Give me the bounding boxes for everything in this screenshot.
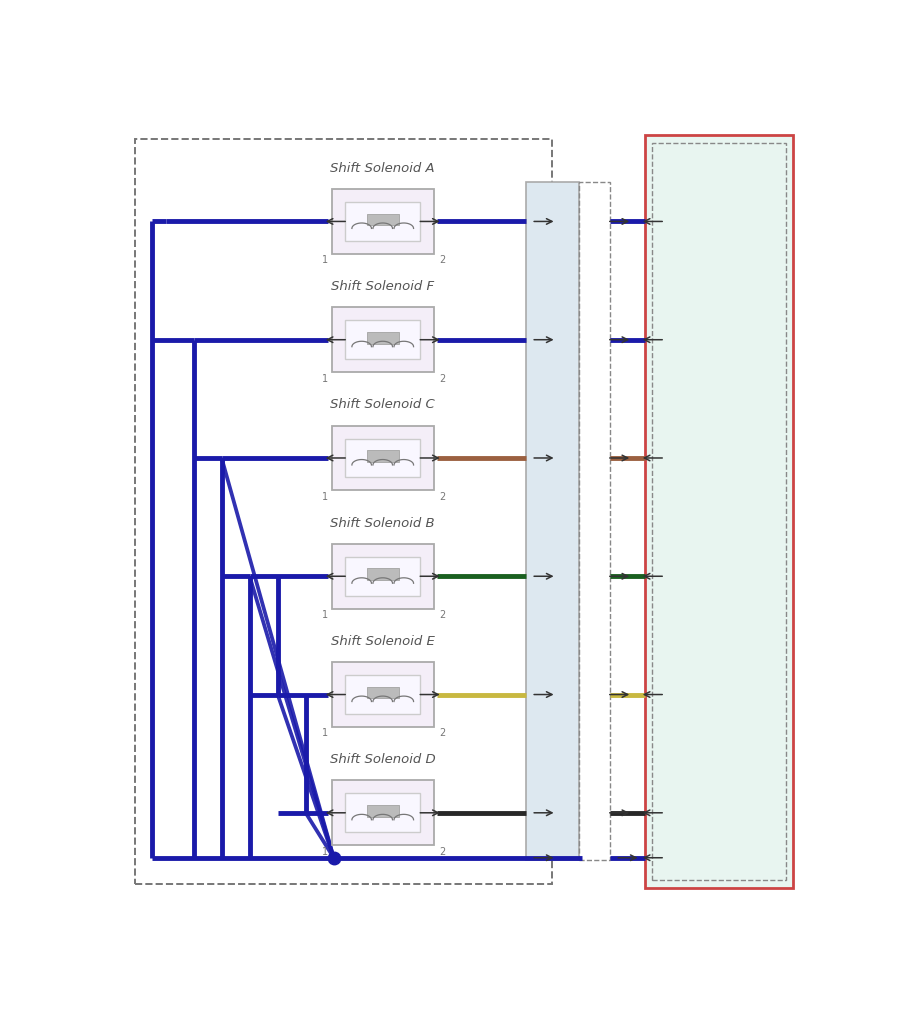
- Bar: [367, 451, 398, 462]
- Text: 1: 1: [321, 728, 328, 738]
- Text: 2: 2: [438, 255, 444, 265]
- Bar: [367, 332, 398, 344]
- Text: 1: 1: [321, 847, 328, 857]
- Bar: [345, 557, 420, 596]
- Bar: [367, 687, 398, 698]
- Bar: [652, 142, 785, 880]
- Text: Shift Solenoid F: Shift Solenoid F: [330, 281, 433, 293]
- Text: Shift Solenoid D: Shift Solenoid D: [330, 754, 435, 766]
- Bar: [345, 321, 420, 359]
- Bar: [345, 202, 420, 241]
- Text: Shift Solenoid C: Shift Solenoid C: [330, 398, 434, 412]
- Text: 1: 1: [321, 255, 328, 265]
- Bar: [367, 568, 398, 581]
- Text: 1: 1: [321, 610, 328, 621]
- Bar: [645, 135, 792, 888]
- Bar: [331, 189, 433, 254]
- Bar: [367, 214, 398, 225]
- Text: 1: 1: [321, 374, 328, 384]
- Bar: [578, 182, 610, 860]
- Text: Shift Solenoid B: Shift Solenoid B: [330, 517, 434, 529]
- Text: Shift Solenoid E: Shift Solenoid E: [330, 635, 434, 648]
- Bar: [345, 675, 420, 714]
- Text: 2: 2: [438, 610, 444, 621]
- Bar: [331, 544, 433, 608]
- Bar: [526, 182, 578, 860]
- Text: 2: 2: [438, 374, 444, 384]
- Bar: [345, 794, 420, 833]
- Bar: [331, 663, 433, 727]
- Text: 2: 2: [438, 847, 444, 857]
- Bar: [345, 438, 420, 477]
- Bar: [135, 138, 552, 884]
- Bar: [331, 426, 433, 490]
- Text: 2: 2: [438, 492, 444, 502]
- Text: 1: 1: [321, 492, 328, 502]
- Text: 2: 2: [438, 728, 444, 738]
- Bar: [331, 780, 433, 845]
- Bar: [367, 805, 398, 817]
- Bar: [331, 307, 433, 372]
- Text: Shift Solenoid A: Shift Solenoid A: [330, 162, 434, 175]
